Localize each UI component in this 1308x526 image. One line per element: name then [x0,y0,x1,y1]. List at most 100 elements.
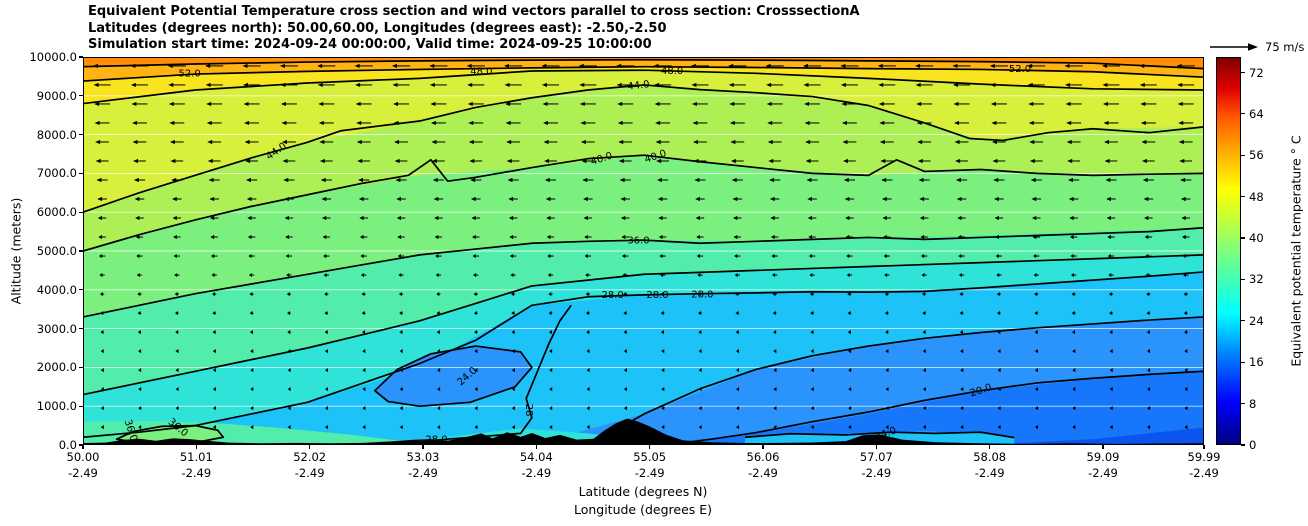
wind-arrow-head [621,234,626,240]
wind-vectors [93,63,1195,430]
x-tick-mark [762,445,764,449]
wind-arrow-head [1072,329,1076,335]
colorbar-tick-label: 64 [1249,106,1264,121]
x-tick-label: 59.99 -2.49 [1188,450,1221,481]
wind-arrow-head [916,101,922,107]
wind-arrow-head [212,387,216,392]
wind-arrow-head [810,349,814,354]
wind-arrow-head [996,272,1000,278]
wind-arrow-head [922,368,926,373]
wind-arrow-head [1034,406,1038,411]
wind-arrow-head [472,234,476,240]
wind-arrow-head [437,368,441,373]
terrain-surface [83,418,1204,445]
contour-line-24 [373,345,533,408]
wind-arrow-head [436,329,440,335]
y-tick-label: 10000.0 [29,50,77,64]
wind-arrow-head [134,196,140,202]
wind-arrow-head [506,158,512,164]
wind-arrow-head [97,215,103,221]
wind-arrow-head [692,120,698,126]
wind-arrow-head [847,329,851,335]
x-tick-longitude: -2.49 [1088,465,1118,480]
wind-arrow-head [1070,253,1074,259]
patch-cool-loop [374,346,532,407]
wind-arrow-head [1069,215,1074,221]
wind-arrow-head [1147,368,1151,373]
wind-arrow-head [919,215,925,221]
y-tick-mark [79,172,83,174]
x-tick-label: 50.00 -2.49 [67,450,100,481]
x-tick-longitude: -2.49 [294,465,325,480]
wind-arrow-head [959,329,963,335]
colorbar-tick-mark [1241,196,1245,198]
wind-arrow-head [467,101,473,107]
wind-arrow-head [807,215,813,221]
wind-arrow-head [804,120,810,126]
wind-arrow-head [511,387,515,392]
wind-arrow-head [245,177,251,183]
wind-arrow-head [510,272,514,278]
wind-arrow-head [922,387,926,392]
wind-arrow-head [93,82,99,88]
wind-arrow-head [1109,406,1113,411]
wind-arrow-head [212,406,216,411]
wind-arrow-head [474,329,478,335]
wind-arrow-head [434,234,439,240]
wind-arrow-head [728,82,734,88]
chart-title-line2: Latitudes (degrees north): 50.00,60.00, … [88,20,667,36]
wind-arrow-head [1182,253,1186,259]
wind-arrow-head [653,63,659,69]
wind-arrow-head [697,272,701,278]
x-tick-mark [82,445,84,449]
wind-arrow-head [802,63,808,69]
wind-arrow-head [322,234,327,240]
wind-arrow-head [1066,139,1072,145]
wind-arrow-head [734,272,738,278]
wind-arrow-head [885,387,889,392]
x-tick-longitude: -2.49 [68,465,98,480]
plot-border [83,57,1204,445]
wind-arrow-head [430,120,436,126]
wind-arrow-head [617,120,623,126]
wind-arrow-head [436,291,440,297]
wind-arrow-head [549,368,553,373]
wind-arrow-head [736,425,740,430]
wind-arrow-head [810,329,814,335]
wind-arrow-head [175,406,179,411]
wind-arrow-head [954,120,960,126]
wind-arrow-head [698,425,702,430]
wind-arrow-head [210,253,215,259]
wind-arrow-head [585,291,589,297]
wind-arrow-head [466,63,472,69]
wind-arrow-head [359,234,364,240]
wind-arrow-head [623,310,627,316]
wind-arrow-head [845,215,850,221]
wind-arrow-head [660,329,664,335]
wind-arrow-head [1106,196,1111,202]
wind-arrow-head [280,82,286,88]
wind-arrow-head [810,368,814,373]
wind-arrow-head [807,196,813,202]
wind-arrow-head [358,196,364,202]
wind-arrow-head [918,177,924,183]
wind-arrow-head [1034,425,1038,430]
wind-arrow-head [474,425,478,430]
wind-arrow-head [960,368,964,373]
wind-arrow-head [877,63,883,69]
wind-arrow-head [919,196,925,202]
wind-arrow-head [1067,158,1073,164]
wind-arrow-head [731,177,737,183]
y-tick-label: 9000.0 [36,88,77,103]
wind-arrow-head [1034,291,1038,297]
wind-arrow-head [767,139,773,145]
wind-arrow-head [884,310,888,316]
wind-arrow-head [654,82,660,88]
x-tick-label: 51.01 -2.49 [180,450,213,481]
wind-arrow-head [956,196,962,202]
wind-arrow-head [207,158,213,164]
wind-arrow-head [136,272,140,278]
wind-arrow-head [879,139,885,145]
wind-arrow-head [250,387,254,392]
wind-arrow-head [578,63,584,69]
